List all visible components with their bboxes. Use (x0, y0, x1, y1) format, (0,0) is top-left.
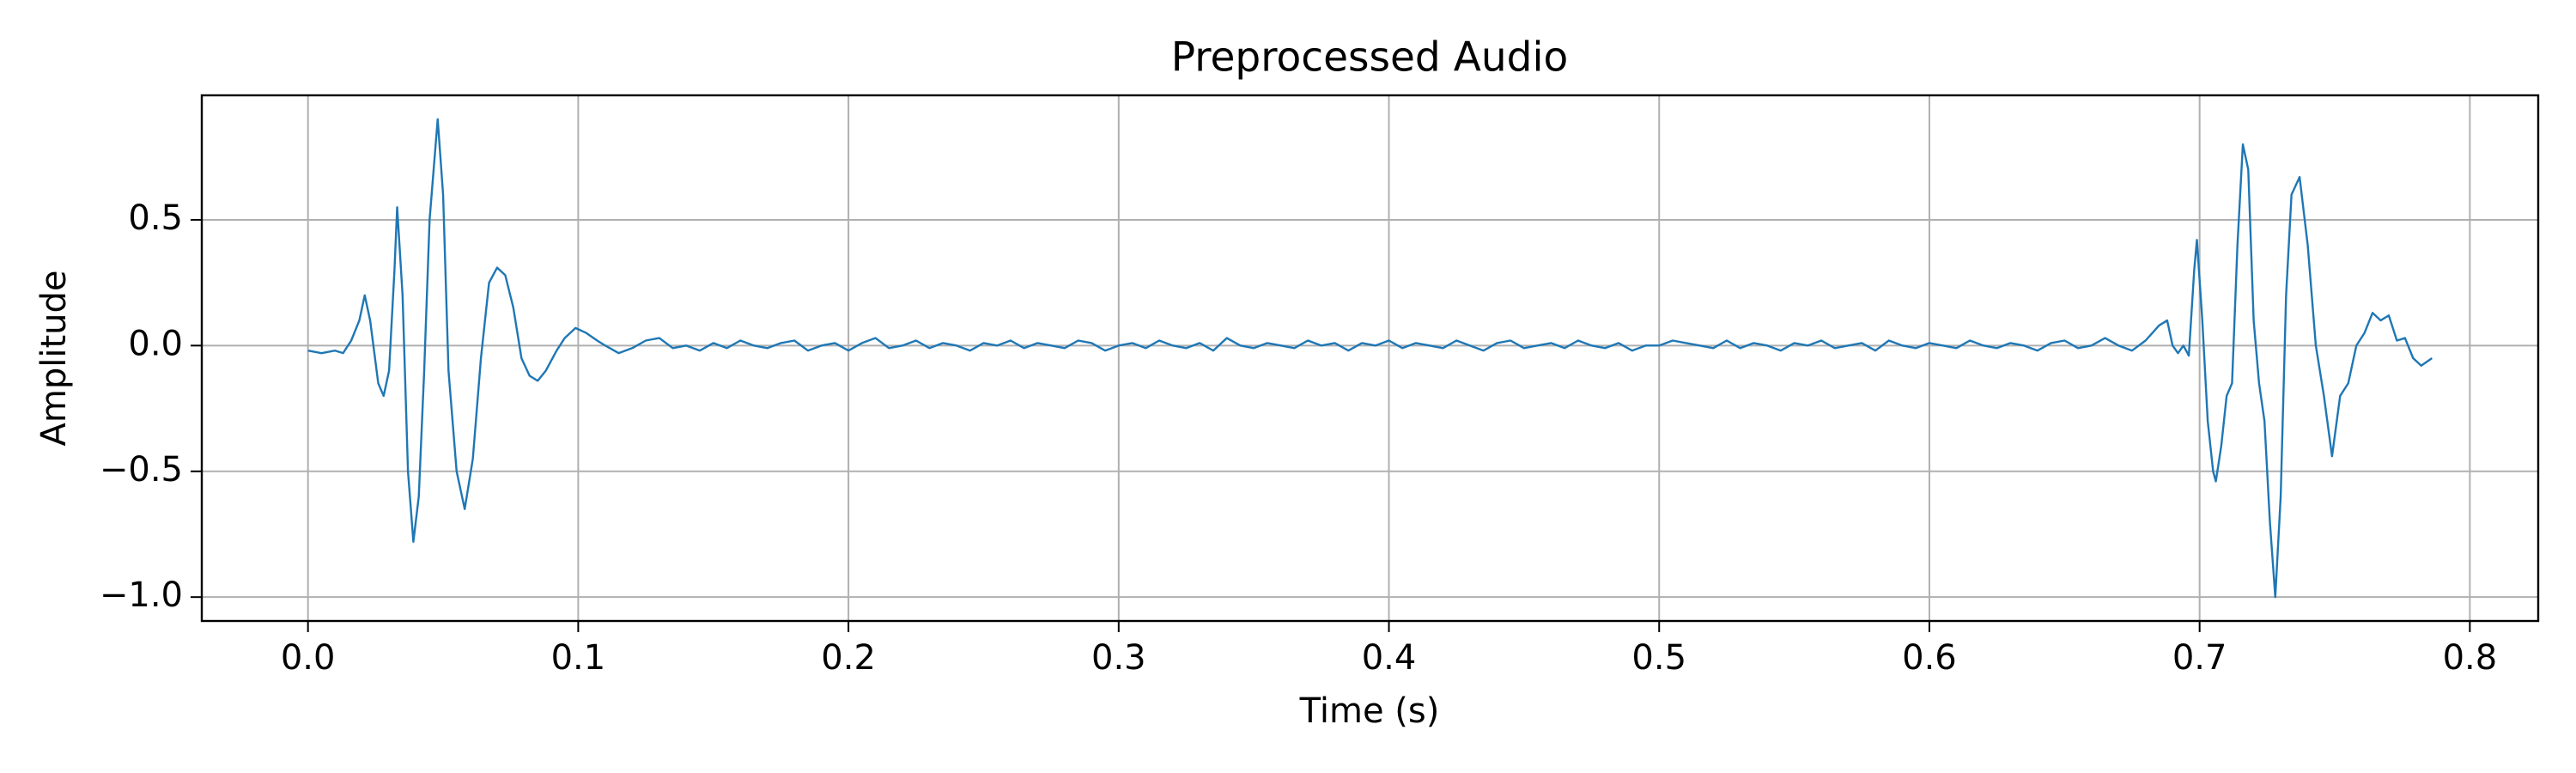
x-axis-label: Time (s) (1299, 691, 1440, 731)
x-tick-label: 0.3 (1091, 638, 1146, 678)
x-tick-label: 0.2 (821, 638, 876, 678)
x-tick-label: 0.5 (1631, 638, 1686, 678)
x-tick-label: 0.1 (551, 638, 606, 678)
x-tick-label: 0.4 (1362, 638, 1417, 678)
data-line (307, 118, 2433, 599)
y-tick-label: −0.5 (100, 450, 183, 490)
chart-title: Preprocessed Audio (1171, 34, 1569, 82)
y-tick-label: 0.5 (128, 198, 183, 238)
plot-frame (200, 94, 2540, 623)
x-tick-label: 0.0 (281, 638, 336, 678)
y-tick-label: 0.0 (128, 324, 183, 363)
x-tick-label: 0.8 (2443, 638, 2498, 678)
y-tick-label: −1.0 (100, 575, 183, 615)
x-tick-label: 0.6 (1902, 638, 1957, 678)
x-tick-label: 0.7 (2172, 638, 2227, 678)
y-axis-label: Amplitude (34, 271, 74, 447)
